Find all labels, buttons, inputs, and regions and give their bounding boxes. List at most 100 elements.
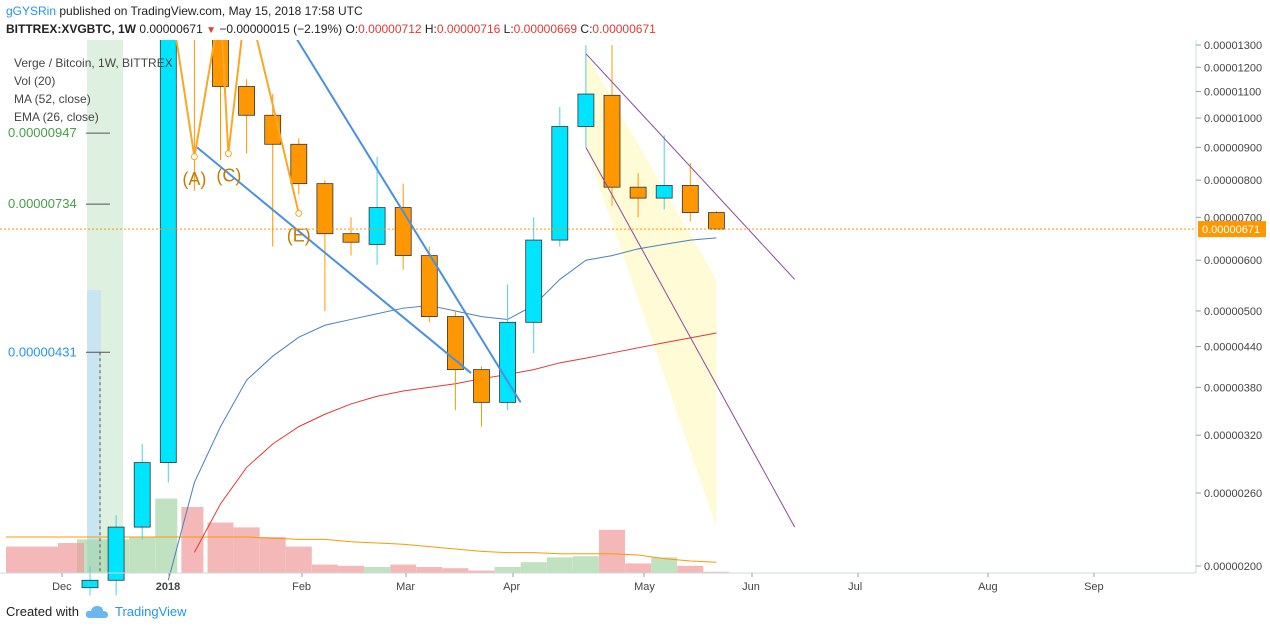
tradingview-brand[interactable]: TradingView — [85, 604, 187, 619]
candle-body[interactable] — [473, 369, 490, 403]
level-label: 0.00000734 — [8, 196, 77, 211]
last-price: 0.00000671 — [139, 22, 203, 36]
volume-bar — [625, 563, 652, 573]
y-tick-label: 0.00001300 — [1204, 40, 1262, 52]
close-value: 0.00000671 — [592, 22, 656, 36]
volume-ma-line — [6, 536, 717, 563]
y-tick-label: 0.00000600 — [1204, 255, 1262, 267]
footer: Created with TradingView — [6, 604, 187, 619]
x-tick-label: Feb — [292, 581, 311, 593]
candle-body[interactable] — [212, 40, 229, 87]
legend-title: Verge / Bitcoin, 1W, BITTREX — [14, 56, 173, 70]
y-tick-label: 0.00000200 — [1204, 561, 1262, 573]
wave-point — [295, 209, 303, 217]
wave-point — [190, 153, 198, 161]
x-tick-label: Mar — [396, 581, 415, 593]
volume-bar — [207, 522, 234, 573]
volume-bar — [390, 564, 417, 573]
candle-body[interactable] — [394, 207, 412, 257]
candle-body[interactable] — [342, 233, 360, 243]
ohlc-line: BITTREX:XVGBTC, 1W 0.00000671 ▼ −0.00000… — [6, 22, 656, 36]
level-label: 0.00000947 — [8, 125, 77, 140]
x-tick-label: Jul — [848, 581, 862, 593]
volume-bar — [651, 557, 678, 573]
candle-body[interactable] — [107, 526, 125, 581]
high-label: H: — [424, 22, 437, 36]
y-tick-label: 0.00000800 — [1204, 175, 1262, 187]
wave-label: (A) — [182, 169, 206, 189]
cloud-logo-icon — [85, 605, 108, 618]
highlight-band-lower — [87, 290, 101, 573]
created-with-text: Created with — [6, 604, 79, 619]
candle-body[interactable] — [368, 207, 386, 245]
candle-body[interactable] — [629, 186, 647, 199]
y-tick-label: 0.00000260 — [1204, 488, 1262, 500]
candle-body[interactable] — [238, 86, 256, 116]
y-tick-label: 0.00001200 — [1204, 62, 1262, 74]
candle-body[interactable] — [133, 462, 151, 528]
volume-bar — [468, 570, 495, 573]
candle-body[interactable] — [81, 579, 99, 589]
x-tick-label: Apr — [503, 581, 520, 593]
volume-bar — [58, 543, 84, 573]
candle-body[interactable] — [655, 185, 673, 199]
volume-bar — [259, 537, 286, 573]
change-value: −0.00000015 (−2.19%) — [219, 22, 343, 36]
candle-body[interactable] — [577, 93, 595, 127]
y-tick-label: 0.00000320 — [1204, 430, 1262, 442]
y-tick-label: 0.00000380 — [1204, 382, 1262, 394]
volume-bar — [155, 498, 178, 573]
volume-bar — [546, 557, 573, 573]
volume-bar — [32, 546, 58, 573]
down-arrow-icon: ▼ — [206, 25, 217, 36]
y-tick-label: 0.00001100 — [1204, 86, 1261, 98]
candle-body[interactable] — [681, 185, 699, 213]
legend-ema[interactable]: EMA (26, close) — [14, 110, 99, 124]
wave-label: (E) — [287, 225, 311, 245]
candle-body[interactable] — [551, 126, 569, 241]
candle-body[interactable] — [290, 143, 308, 185]
level-label: 0.00000431 — [8, 344, 77, 359]
author-link[interactable]: gGYSRin — [6, 4, 57, 18]
last-price-badge-label: 0.00000671 — [1202, 224, 1260, 236]
channel-lower-line[interactable] — [585, 147, 796, 528]
volume-bar — [338, 565, 364, 573]
low-value: 0.00000669 — [513, 22, 578, 36]
open-label: O: — [345, 22, 359, 36]
channel-upper-line[interactable] — [585, 53, 796, 280]
last-price-badge — [1198, 221, 1266, 238]
published-text: published on TradingView.com, May 15, 20… — [59, 4, 363, 18]
brand-label: TradingView — [114, 604, 187, 619]
volume-bar — [677, 565, 704, 573]
volume-bar — [364, 567, 391, 573]
candle-body[interactable] — [446, 316, 464, 371]
legend-vol[interactable]: Vol (20) — [14, 74, 56, 88]
x-tick-label: Sep — [1084, 581, 1104, 593]
volume-bar — [416, 567, 443, 573]
trendline[interactable] — [196, 146, 472, 374]
chart-legend: Verge / Bitcoin, 1W, BITTREX Vol (20) MA… — [14, 54, 173, 126]
volume-bar — [285, 546, 312, 573]
ema26-line — [167, 237, 717, 581]
high-value: 0.00000716 — [436, 22, 501, 36]
y-tick-label: 0.00001000 — [1204, 113, 1262, 125]
symbol-label: BITTREX:XVGBTC, 1W — [6, 22, 137, 36]
candle-body[interactable] — [708, 212, 725, 230]
volume-bar — [442, 568, 469, 573]
candle-body[interactable] — [499, 321, 517, 403]
candle-body[interactable] — [603, 94, 621, 188]
volume-bar — [494, 567, 521, 573]
open-value: 0.00000712 — [358, 22, 422, 36]
x-tick-label: Jun — [742, 581, 760, 593]
publish-info: gGYSRin published on TradingView.com, Ma… — [6, 4, 363, 18]
legend-ma[interactable]: MA (52, close) — [14, 92, 91, 106]
wave-line[interactable] — [168, 40, 300, 214]
volume-bar — [520, 562, 547, 573]
x-tick-label: Dec — [52, 581, 72, 593]
candle-body[interactable] — [525, 239, 543, 323]
trendline[interactable] — [265, 40, 522, 403]
volume-bar — [311, 564, 338, 573]
candle-body[interactable] — [159, 40, 177, 463]
price-chart[interactable]: (A) (C) (E) 0.00001300 0.00001200 0.00001100 0… — [0, 40, 1270, 600]
candle-body[interactable] — [316, 183, 334, 235]
